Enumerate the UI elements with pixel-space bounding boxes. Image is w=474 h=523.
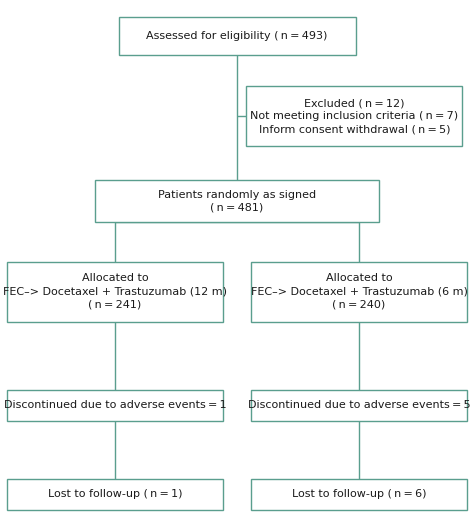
FancyBboxPatch shape — [251, 262, 467, 322]
FancyBboxPatch shape — [251, 479, 467, 510]
Text: Discontinued due to adverse events = 5: Discontinued due to adverse events = 5 — [248, 400, 470, 411]
Text: Assessed for eligibility ( n = 493): Assessed for eligibility ( n = 493) — [146, 31, 328, 41]
Text: Discontinued due to adverse events = 1: Discontinued due to adverse events = 1 — [4, 400, 226, 411]
FancyBboxPatch shape — [7, 262, 223, 322]
FancyBboxPatch shape — [118, 17, 356, 55]
Text: Allocated to
FEC–> Docetaxel + Trastuzumab (12 m)
( n = 241): Allocated to FEC–> Docetaxel + Trastuzum… — [3, 274, 227, 310]
Text: Patients randomly as signed
( n = 481): Patients randomly as signed ( n = 481) — [158, 190, 316, 213]
FancyBboxPatch shape — [251, 390, 467, 421]
FancyBboxPatch shape — [7, 390, 223, 421]
Text: Excluded ( n = 12)
Not meeting inclusion criteria ( n = 7)
Inform consent withdr: Excluded ( n = 12) Not meeting inclusion… — [250, 98, 458, 134]
FancyBboxPatch shape — [246, 86, 462, 146]
FancyBboxPatch shape — [95, 180, 379, 222]
Text: Lost to follow-up ( n = 6): Lost to follow-up ( n = 6) — [292, 489, 426, 499]
FancyBboxPatch shape — [7, 479, 223, 510]
Text: Lost to follow-up ( n = 1): Lost to follow-up ( n = 1) — [48, 489, 182, 499]
Text: Allocated to
FEC–> Docetaxel + Trastuzumab (6 m)
( n = 240): Allocated to FEC–> Docetaxel + Trastuzum… — [251, 274, 467, 310]
